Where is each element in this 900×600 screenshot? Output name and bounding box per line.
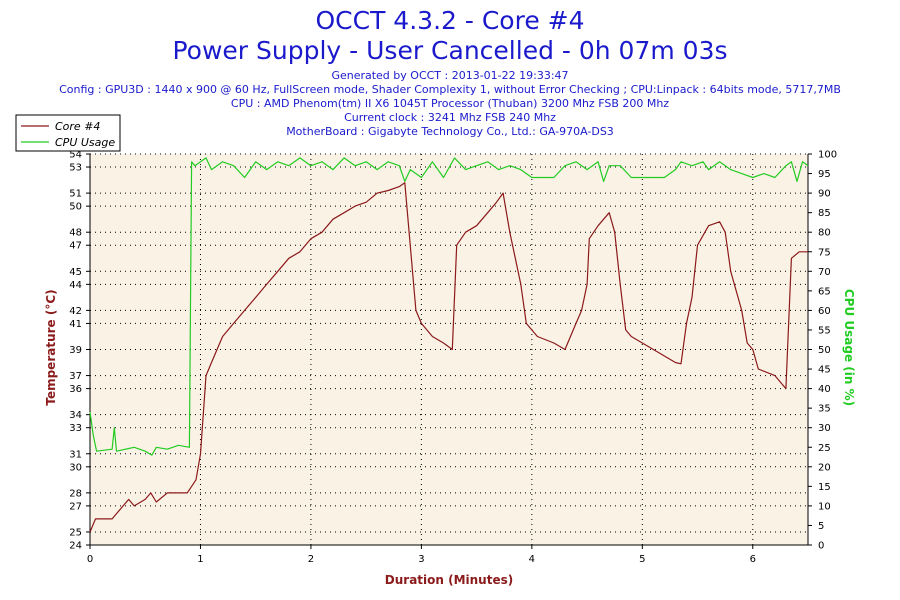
y-left-tick-label: 42	[69, 306, 82, 317]
y-right-tick-label: 30	[818, 423, 831, 434]
y-right-tick-label: 40	[818, 384, 831, 395]
y-right-tick-label: 95	[818, 169, 831, 180]
y-left-tick-label: 50	[69, 202, 82, 213]
y-right-tick-label: 50	[818, 345, 831, 356]
y-left-tick-label: 24	[69, 541, 82, 552]
legend-label: CPU Usage	[55, 136, 115, 149]
y-left-tick-label: 51	[69, 189, 82, 200]
x-tick-label: 5	[639, 554, 645, 565]
y-right-tick-label: 65	[818, 286, 831, 297]
y-left-tick-label: 37	[69, 371, 82, 382]
y-right-tick-label: 55	[818, 325, 831, 336]
y-left-tick-label: 27	[69, 501, 82, 512]
series-line-cpu-usage	[89, 157, 809, 456]
legend-label: Core #4	[55, 120, 100, 133]
y-right-tick-label: 80	[818, 228, 831, 239]
y-left-tick-label: 36	[69, 384, 82, 395]
info-generated: Generated by OCCT : 2013-01-22 19:33:47	[331, 69, 569, 82]
y-right-tick-label: 35	[818, 404, 831, 415]
y-right-tick-label: 45	[818, 365, 831, 376]
y-left-tick-label: 34	[69, 410, 82, 421]
legend-box	[15, 114, 121, 152]
chart-title: OCCT 4.3.2 - Core #4	[315, 6, 585, 35]
series-line-core4	[89, 182, 808, 533]
y-left-tick-label: 31	[69, 449, 82, 460]
y-right-tick-label: 90	[818, 189, 831, 200]
info-cpu: CPU : AMD Phenom(tm) II X6 1045T Process…	[230, 97, 670, 110]
info-clock: Current clock : 3241 Mhz FSB 240 Mhz	[344, 111, 556, 124]
y-left-tick-label: 54	[69, 150, 82, 161]
y-left-tick-label: 25	[69, 527, 82, 538]
info-config: Config : GPU3D : 1440 x 900 @ 60 Hz, Ful…	[59, 83, 841, 96]
y-left-tick-label: 44	[69, 280, 82, 291]
y-right-tick-label: 70	[818, 267, 831, 278]
y-left-tick-label: 30	[69, 462, 82, 473]
y-right-tick-label: 5	[818, 521, 824, 532]
plot-area	[90, 154, 808, 545]
y-left-tick-label: 39	[69, 345, 82, 356]
y-left-tick-label: 48	[69, 228, 82, 239]
y-right-tick-label: 20	[818, 462, 831, 473]
y-right-tick-label: 60	[818, 306, 831, 317]
x-tick-label: 3	[418, 554, 424, 565]
y-right-tick-label: 25	[818, 443, 831, 454]
y-right-tick-label: 100	[818, 150, 837, 161]
x-tick-label: 0	[87, 554, 93, 565]
y-left-tick-label: 33	[69, 423, 82, 434]
x-tick-label: 2	[308, 554, 314, 565]
chart-subtitle: Power Supply - User Cancelled - 0h 07m 0…	[172, 36, 728, 65]
x-tick-label: 1	[197, 554, 203, 565]
info-motherboard: MotherBoard : Gigabyte Technology Co., L…	[286, 125, 614, 138]
y-left-tick-label: 47	[69, 241, 82, 252]
y-left-tick-label: 41	[69, 319, 82, 330]
y-left-tick-label: 45	[69, 267, 82, 278]
y-right-tick-label: 75	[818, 247, 831, 258]
y-right-tick-label: 85	[818, 208, 831, 219]
y-axis-label-right: CPU Usage (in %)	[842, 289, 856, 406]
y-right-tick-label: 15	[818, 482, 831, 493]
x-tick-label: 6	[750, 554, 756, 565]
x-axis-label: Duration (Minutes)	[385, 573, 513, 587]
y-left-tick-label: 28	[69, 488, 82, 499]
x-tick-label: 4	[529, 554, 535, 565]
y-right-tick-label: 10	[818, 501, 831, 512]
y-left-tick-label: 53	[69, 163, 82, 174]
y-right-tick-label: 0	[818, 541, 824, 552]
y-axis-label-left: Temperature (°C)	[44, 289, 58, 405]
